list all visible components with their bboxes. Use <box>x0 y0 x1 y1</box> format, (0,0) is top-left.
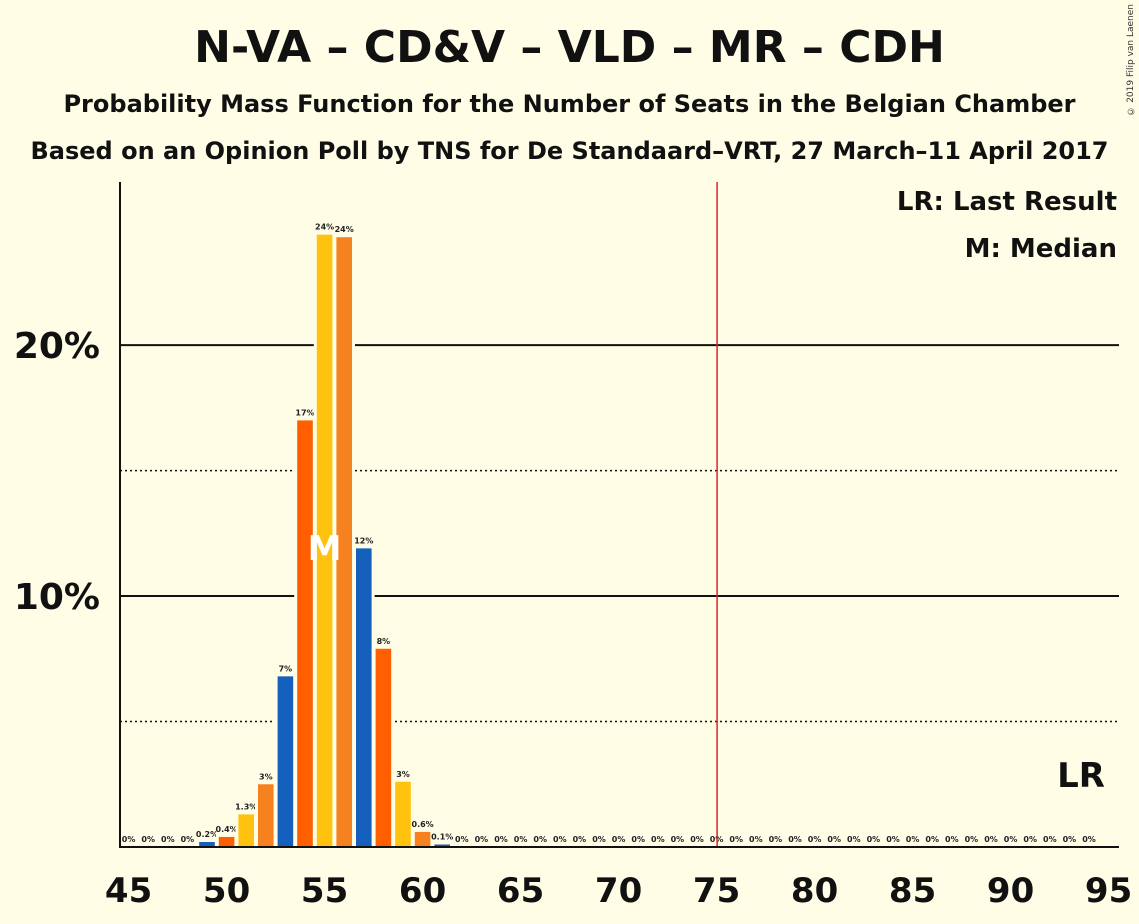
bar-value-label: 0% <box>847 835 861 844</box>
bar-value-label: 24% <box>335 225 354 234</box>
legend-median: M: Median <box>965 234 1117 264</box>
bar-value-label: 12% <box>354 536 373 545</box>
bar-value-label: 1.3% <box>235 802 257 811</box>
x-tick-label: 55 <box>301 871 348 911</box>
chart-title: N-VA – CD&V – VLD – MR – CDH <box>194 22 945 73</box>
bar-value-label: 0% <box>631 835 645 844</box>
bar-value-label: 0% <box>141 835 155 844</box>
x-tick-label: 95 <box>1085 871 1132 911</box>
bar-seat-51 <box>218 836 235 847</box>
bar-value-label: 0% <box>494 835 508 844</box>
bar-seat-58 <box>356 548 372 847</box>
bar-seat-62 <box>434 844 450 847</box>
bar-value-label: 0% <box>965 835 979 844</box>
bar-value-label: 24% <box>315 223 334 232</box>
bar-value-label: 0% <box>1043 835 1057 844</box>
bar-value-label: 0% <box>886 835 900 844</box>
bar-value-label: 0% <box>808 835 822 844</box>
legend-last-result: LR: Last Result <box>897 187 1117 217</box>
bar-value-label: 0% <box>769 835 783 844</box>
x-tick-label: 45 <box>105 871 152 911</box>
bar-seat-61 <box>414 831 431 847</box>
bar-value-label: 0.2% <box>196 830 218 839</box>
last-result-marker: LR <box>1057 756 1105 796</box>
bar-value-label: 0% <box>749 835 763 844</box>
bar-value-label: 3% <box>259 772 273 781</box>
bar-value-label: 0% <box>867 835 881 844</box>
bar-value-label: 0% <box>827 835 841 844</box>
chart-subtitle: Probability Mass Function for the Number… <box>63 90 1076 118</box>
bar-value-label: 8% <box>377 637 391 646</box>
x-tick-label: 85 <box>889 871 936 911</box>
bar-value-label: 0% <box>1004 835 1018 844</box>
bar-value-label: 0% <box>788 835 802 844</box>
bar-seat-53 <box>258 784 274 847</box>
x-tick-label: 90 <box>987 871 1034 911</box>
bar-value-label: 0% <box>945 835 959 844</box>
bar-seat-55 <box>297 420 313 847</box>
bar-value-label: 0% <box>925 835 939 844</box>
bar-value-label: 0% <box>729 835 743 844</box>
bar-halo <box>431 841 453 847</box>
bar-value-label: 0% <box>475 835 489 844</box>
bar-value-label: 0% <box>122 835 136 844</box>
bar-value-label: 0% <box>651 835 665 844</box>
x-tick-label: 70 <box>595 871 642 911</box>
bar-value-label: 0% <box>533 835 547 844</box>
bar-value-label: 0% <box>984 835 998 844</box>
bar-value-label: 0% <box>1023 835 1037 844</box>
bar-value-label: 0% <box>690 835 704 844</box>
bar-seat-54 <box>277 676 294 847</box>
bar-value-label: 0% <box>671 835 685 844</box>
bar-value-label: 7% <box>279 664 293 673</box>
bar-value-label: 3% <box>396 770 410 779</box>
bar-value-label: 0.1% <box>431 832 453 841</box>
bar-value-label: 0% <box>1082 835 1096 844</box>
bar-value-label: 0% <box>553 835 567 844</box>
x-tick-label: 65 <box>497 871 544 911</box>
bar-value-label: 17% <box>295 408 314 417</box>
bar-seat-52 <box>238 814 254 847</box>
median-marker: M <box>308 529 342 569</box>
bar-value-label: 0% <box>1063 835 1077 844</box>
x-tick-label: 80 <box>791 871 838 911</box>
bar-value-label: 0% <box>514 835 528 844</box>
bar-seat-56 <box>316 234 333 847</box>
bar-seat-50 <box>199 841 215 847</box>
bar-value-label: 0% <box>906 835 920 844</box>
bar-value-label: 0% <box>181 835 195 844</box>
bar-value-label: 0% <box>161 835 175 844</box>
bar-value-label: 0% <box>592 835 606 844</box>
chart-source-subtitle: Based on an Opinion Poll by TNS for De S… <box>30 137 1109 165</box>
bar-value-label: 0% <box>612 835 626 844</box>
bar-seat-57 <box>336 237 352 848</box>
bar-value-label: 0.6% <box>412 820 434 829</box>
bar-seat-59 <box>375 648 392 847</box>
x-tick-label: 50 <box>203 871 250 911</box>
y-tick-label: 10% <box>14 577 100 618</box>
bar-seat-60 <box>395 781 411 847</box>
bar-value-label: 0% <box>455 835 469 844</box>
x-tick-label: 60 <box>399 871 446 911</box>
y-tick-label: 20% <box>14 326 100 367</box>
bar-value-label: 0% <box>573 835 587 844</box>
bar-value-label: 0.4% <box>216 825 238 834</box>
x-tick-label: 75 <box>693 871 740 911</box>
